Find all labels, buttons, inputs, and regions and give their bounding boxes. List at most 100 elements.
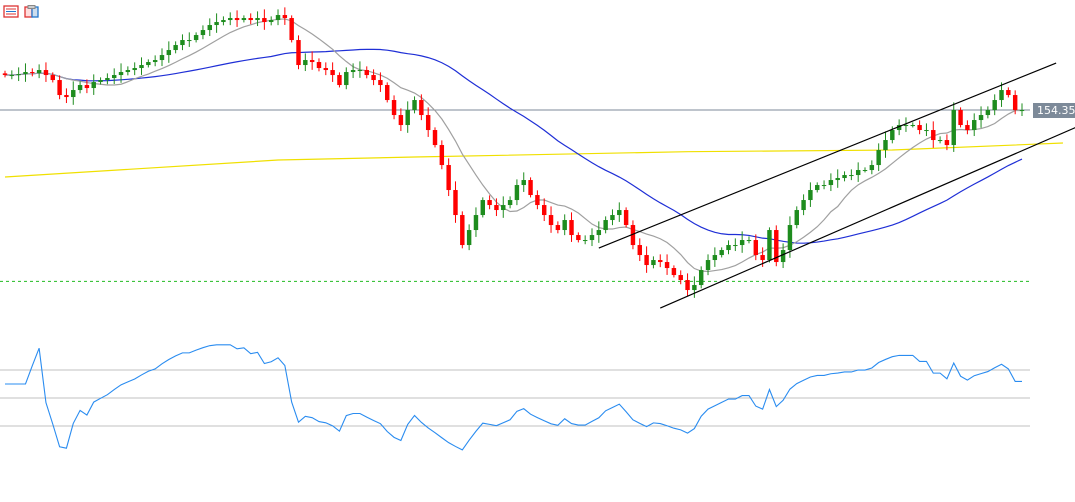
candle-body <box>9 75 15 77</box>
candle-body <box>71 90 76 98</box>
candle-body <box>501 205 506 211</box>
candle-body <box>1019 110 1025 112</box>
candle-body <box>896 125 902 131</box>
candle-body <box>460 215 465 246</box>
candle-body <box>883 140 888 151</box>
candle-body <box>780 250 786 263</box>
candle-body <box>712 255 718 261</box>
candle-body <box>664 262 670 269</box>
candle-body <box>774 230 779 263</box>
candle-body <box>337 75 342 86</box>
candle-body <box>398 115 404 126</box>
candle-body <box>23 72 28 75</box>
candle-body <box>589 235 595 241</box>
candle-body <box>187 40 192 42</box>
candle-body <box>2 73 8 76</box>
candle-body <box>937 140 943 142</box>
candle-body <box>978 115 984 121</box>
candle-body <box>391 100 397 116</box>
candle-body <box>487 200 492 206</box>
candle-body <box>739 240 745 246</box>
candle-body <box>698 270 704 286</box>
candle-body <box>91 82 96 89</box>
candle-body <box>139 65 144 69</box>
candle-body <box>275 15 281 21</box>
candle-body <box>576 235 581 241</box>
candle-body <box>405 110 410 126</box>
candle-body <box>50 75 55 81</box>
candle-body <box>152 60 158 63</box>
candle-body <box>890 130 895 141</box>
candle-body <box>446 165 451 191</box>
candle-body <box>419 100 424 116</box>
candle-body <box>159 55 165 61</box>
candle-body <box>808 190 813 201</box>
candle-body <box>541 205 547 216</box>
ma-mid-line <box>5 48 1023 244</box>
candle-body <box>876 150 881 166</box>
candle-body <box>166 50 172 56</box>
candle-body <box>801 200 806 211</box>
list-icon[interactable] <box>3 3 19 18</box>
candle-body <box>869 165 875 171</box>
candle-body <box>828 180 834 186</box>
candle-body <box>412 100 417 111</box>
candle-body <box>439 145 445 166</box>
candle-body <box>610 215 615 221</box>
candle-body <box>623 210 629 226</box>
candle-body <box>569 220 574 236</box>
candle-body <box>473 215 479 231</box>
candle-body <box>630 225 636 246</box>
candle-body <box>562 220 567 231</box>
candle-body <box>733 245 738 247</box>
candle-body <box>992 100 997 111</box>
candle-body <box>364 70 369 76</box>
candle-body <box>255 18 260 21</box>
candle-body <box>1012 95 1018 111</box>
candle-body <box>726 245 731 251</box>
candle-body <box>521 180 526 186</box>
candle-body <box>221 20 226 23</box>
candle-body <box>535 195 540 206</box>
candle-body <box>678 275 683 281</box>
candle-body <box>296 40 301 66</box>
candle-body <box>234 18 240 21</box>
candle-body <box>432 130 438 146</box>
candle-body <box>849 175 854 177</box>
candle-body <box>453 190 458 216</box>
candle-body <box>951 110 956 146</box>
candle-body <box>944 140 950 146</box>
candle-body <box>842 175 847 179</box>
template-save-icon[interactable] <box>24 3 40 18</box>
candle-body <box>268 20 274 23</box>
channel-lower-line <box>660 127 1075 309</box>
candle-body <box>323 68 329 71</box>
candle-body <box>821 185 827 187</box>
candle-body <box>173 45 178 51</box>
candle-body <box>753 240 759 256</box>
candle-body <box>855 170 861 176</box>
candle-body <box>917 125 922 131</box>
candle-body <box>378 80 383 86</box>
ma-fast-line <box>5 18 1022 273</box>
candle-body <box>637 245 642 256</box>
candle-body <box>965 125 970 131</box>
current-price-label: 154.351 <box>1033 103 1075 118</box>
candle-body <box>125 70 131 73</box>
candle-body <box>466 230 472 246</box>
candle-body <box>200 30 206 36</box>
candle-body <box>316 62 322 69</box>
candle-body <box>241 18 247 21</box>
candle-body <box>958 110 963 126</box>
candle-body <box>180 40 185 46</box>
candle-body <box>98 80 103 83</box>
candle-body <box>371 75 376 81</box>
ma-slow-line <box>4 142 1063 178</box>
candle-body <box>262 18 267 23</box>
candle-body <box>105 78 110 81</box>
candle-body <box>309 60 315 63</box>
candle-body <box>671 268 677 276</box>
candle-body <box>931 130 936 141</box>
candle-body <box>350 70 356 73</box>
